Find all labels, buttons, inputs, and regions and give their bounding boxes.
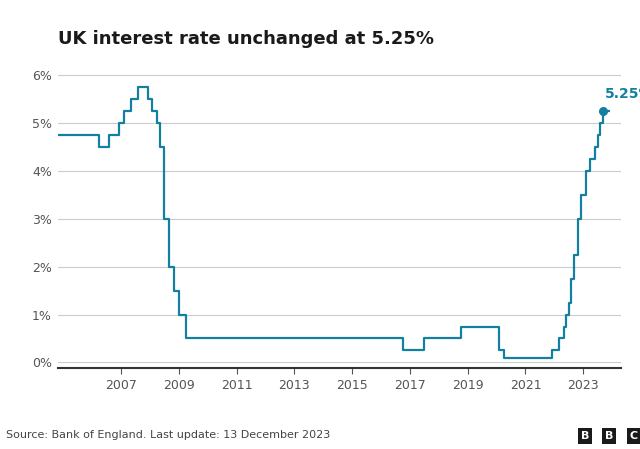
- Text: B: B: [580, 431, 589, 441]
- Text: UK interest rate unchanged at 5.25%: UK interest rate unchanged at 5.25%: [58, 31, 434, 48]
- Text: Source: Bank of England. Last update: 13 December 2023: Source: Bank of England. Last update: 13…: [6, 430, 331, 440]
- Text: B: B: [605, 431, 614, 441]
- Text: 5.25%: 5.25%: [605, 88, 640, 101]
- Text: C: C: [630, 431, 637, 441]
